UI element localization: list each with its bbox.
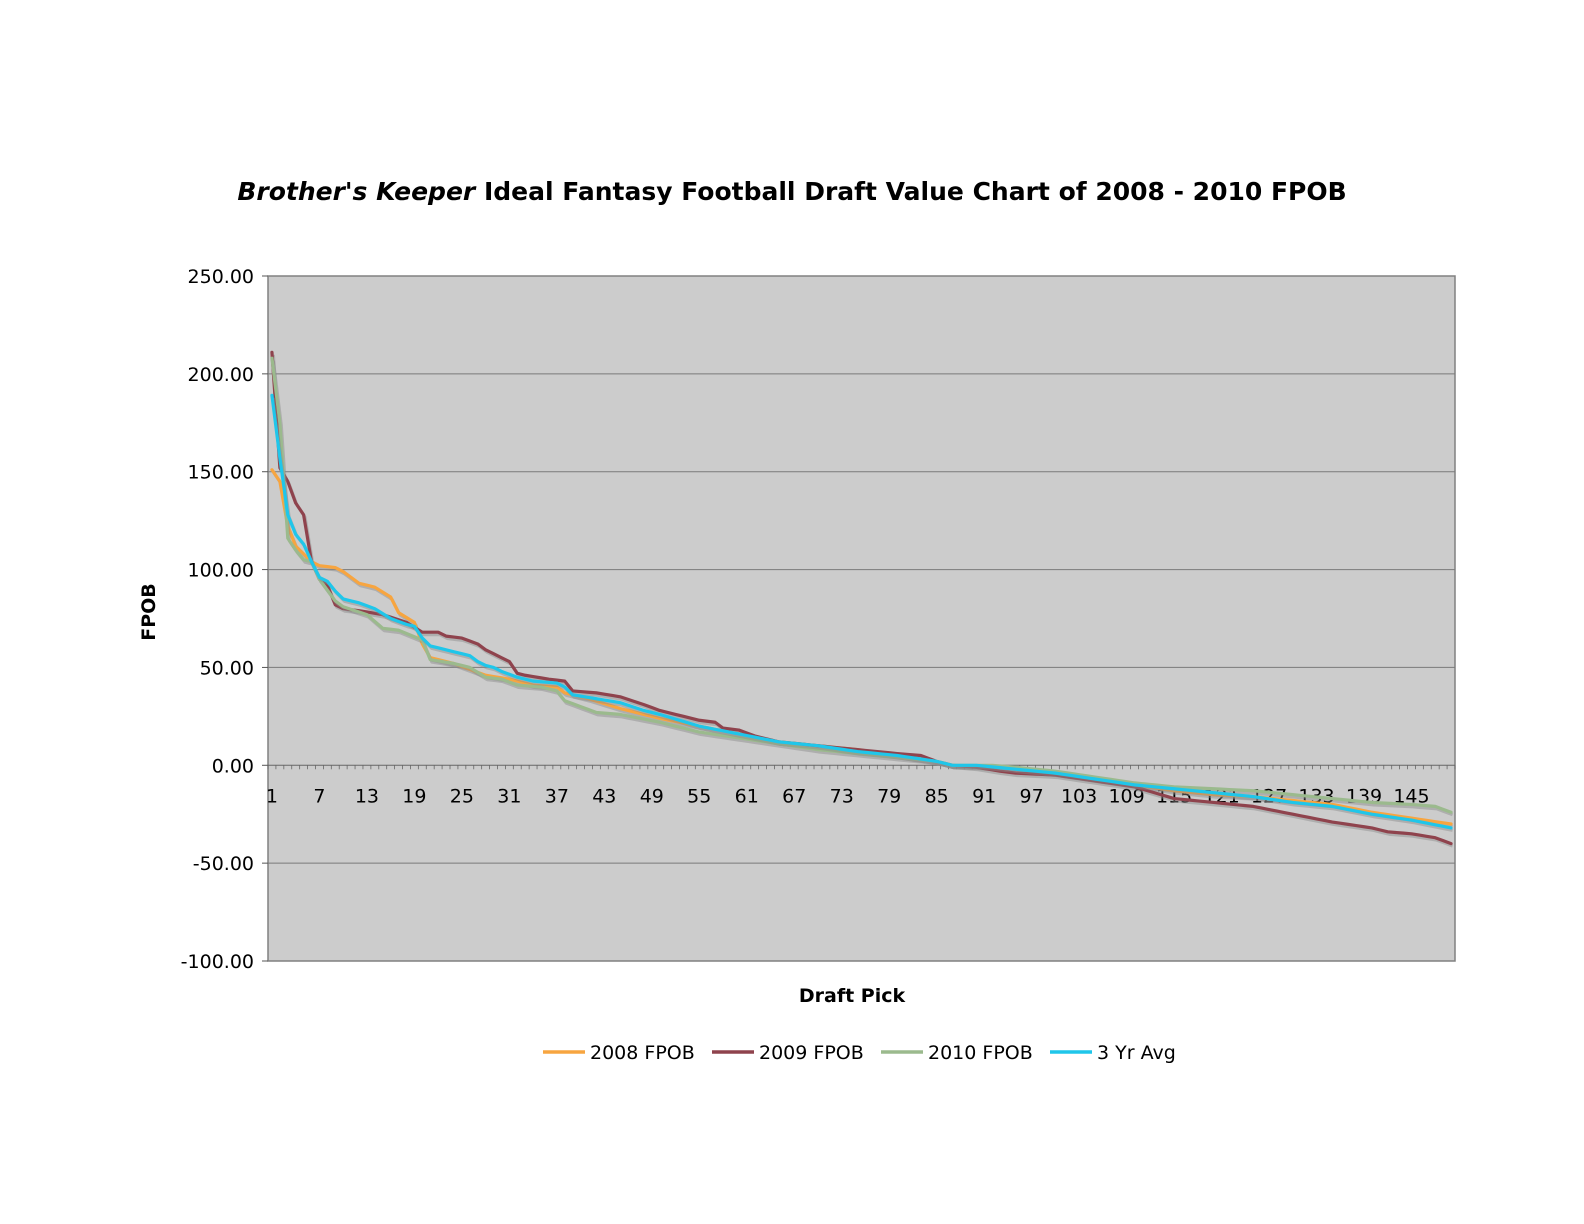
legend-label-2: 2009 FPOB xyxy=(759,1042,864,1064)
chart-title-italic: Brother's Keeper xyxy=(237,177,477,206)
x-tick-label: 49 xyxy=(640,785,664,807)
plot-area xyxy=(267,275,1456,962)
y-tick-label: -50.00 xyxy=(193,853,254,875)
y-axis-title: FPOB xyxy=(138,583,160,641)
legend: 2008 FPOB 2009 FPOB 2010 FPOB 3 Yr Avg xyxy=(543,1042,1176,1064)
x-tick-label: 61 xyxy=(735,785,759,807)
x-tick-label: 7 xyxy=(313,785,325,807)
x-tick-label: 1 xyxy=(266,785,278,807)
y-tick-label: 50.00 xyxy=(200,657,254,679)
x-tick-label: 55 xyxy=(687,785,711,807)
x-tick-label: 145 xyxy=(1393,785,1429,807)
y-axis-ticks: 250.00 200.00 150.00 100.00 50.00 0.00 -50.00 -… xyxy=(181,266,268,973)
x-tick-label: 19 xyxy=(402,785,426,807)
plot-background xyxy=(267,275,1456,962)
y-tick-label: 100.00 xyxy=(188,560,254,582)
x-tick-label: 79 xyxy=(877,785,901,807)
y-tick-label: 250.00 xyxy=(188,266,254,288)
x-tick-label: 73 xyxy=(830,785,854,807)
x-tick-label: 67 xyxy=(782,785,806,807)
x-tick-label: 43 xyxy=(592,785,616,807)
legend-label-3: 2010 FPOB xyxy=(928,1042,1033,1064)
series-line-2 xyxy=(270,350,1453,846)
y-tick-label: -100.00 xyxy=(181,951,254,973)
x-tick-label: 31 xyxy=(497,785,521,807)
x-tick-label: 91 xyxy=(972,785,996,807)
series-shadow-4 xyxy=(271,397,1453,832)
chart-title: Brother's Keeper Ideal Fantasy Football … xyxy=(237,177,1346,206)
series-line-3 xyxy=(270,356,1453,814)
chart-title-rest: Ideal Fantasy Football Draft Value Chart… xyxy=(475,177,1346,206)
series-lines xyxy=(270,350,1454,848)
x-tick-label: 103 xyxy=(1061,785,1097,807)
x-axis-title: Draft Pick xyxy=(799,985,906,1007)
x-tick-label: 85 xyxy=(925,785,949,807)
legend-label-1: 2008 FPOB xyxy=(590,1042,695,1064)
y-tick-label: 0.00 xyxy=(212,755,254,777)
series-shadow-3 xyxy=(271,360,1454,817)
x-tick-label: 97 xyxy=(1020,785,1044,807)
legend-label-4: 3 Yr Avg xyxy=(1097,1042,1176,1064)
y-tick-label: 200.00 xyxy=(188,364,254,386)
x-tick-label: 37 xyxy=(545,785,569,807)
x-tick-label: 13 xyxy=(355,785,379,807)
y-tick-label: 150.00 xyxy=(188,462,254,484)
x-tick-label: 25 xyxy=(450,785,474,807)
x-tick-label: 109 xyxy=(1108,785,1144,807)
series-line-4 xyxy=(270,393,1453,830)
